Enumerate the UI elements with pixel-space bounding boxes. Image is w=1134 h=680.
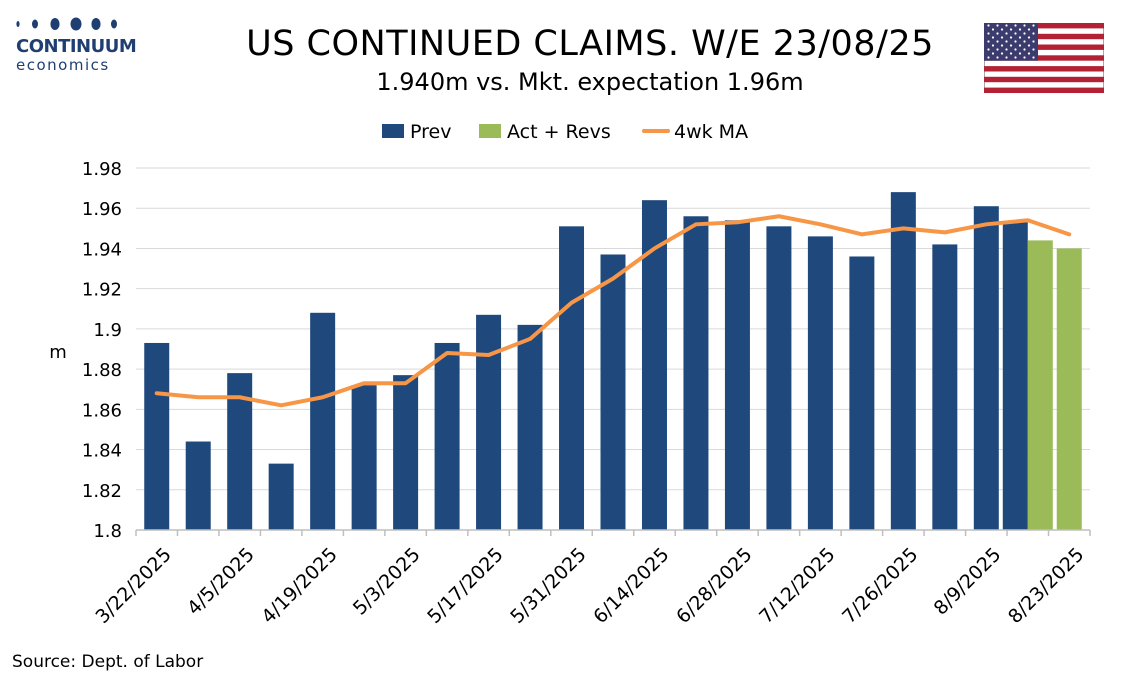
bar-prev — [393, 375, 419, 530]
page-title: US CONTINUED CLAIMS. W/E 23/08/25 — [246, 24, 934, 64]
bar-prev — [434, 342, 460, 530]
y-tick-label: 1.96 — [82, 199, 122, 220]
bar-prev — [476, 314, 502, 530]
bar-prev — [683, 216, 709, 530]
y-tick-label: 1.9 — [93, 320, 122, 341]
bar-prev — [559, 226, 585, 531]
y-axis-ticks: 1.8 1.82 1.84 1.86 1.88 1.9 1.92 1.94 1.96 1.98 — [82, 159, 122, 542]
legend-swatch — [479, 124, 501, 138]
page-subtitle: 1.940m vs. Mkt. expectation 1.96m — [376, 68, 804, 96]
y-tick-label: 1.86 — [82, 400, 122, 421]
x-tick-label: 6/28/2025 — [672, 544, 756, 628]
bar-prev — [351, 385, 377, 530]
y-tick-label: 1.92 — [82, 280, 122, 301]
y-tick-label: 1.88 — [82, 360, 122, 381]
x-tick-label: 5/3/2025 — [349, 544, 425, 620]
legend-label: Prev — [410, 121, 451, 143]
legend-swatch — [382, 124, 404, 138]
bar-prev — [724, 220, 750, 531]
y-tick-label: 1.8 — [93, 521, 122, 542]
y-tick-label: 1.94 — [82, 239, 122, 260]
x-tick-label: 7/26/2025 — [838, 544, 922, 628]
x-tick-label: 8/9/2025 — [930, 544, 1006, 620]
bars — [144, 192, 1082, 531]
y-tick-label: 1.84 — [82, 441, 122, 462]
bar-prev — [517, 324, 543, 530]
x-axis — [135, 529, 1091, 536]
bar-prev — [932, 244, 958, 530]
legend: Prev Act + Revs 4wk MA — [382, 121, 748, 143]
logo-name: CONTINUUM — [16, 36, 137, 57]
us-flag-icon — [984, 23, 1104, 93]
source-note: Source: Dept. of Labor — [12, 652, 204, 672]
logo-dots-icon — [16, 17, 117, 31]
y-tick-label: 1.98 — [82, 159, 122, 180]
bar-act-revs — [1027, 240, 1053, 530]
bar-prev — [268, 463, 294, 530]
company-logo: CONTINUUM economics — [10, 14, 137, 74]
bar-prev — [766, 226, 792, 531]
bar-prev — [973, 206, 999, 530]
bar-prev — [310, 312, 336, 530]
y-tick-label: 1.82 — [82, 481, 122, 502]
bar-prev — [1002, 222, 1028, 531]
bar-prev — [600, 254, 626, 530]
x-tick-label: 8/23/2025 — [1004, 544, 1088, 628]
bar-prev — [185, 441, 211, 530]
x-tick-label: 7/12/2025 — [755, 544, 839, 628]
x-tick-label: 5/17/2025 — [423, 544, 507, 628]
x-tick-label: 6/14/2025 — [589, 544, 673, 628]
legend-label: Act + Revs — [507, 121, 611, 143]
line-4wk-ma — [154, 214, 1072, 408]
bar-act-revs — [1056, 248, 1082, 530]
x-tick-label: 5/31/2025 — [506, 544, 590, 628]
x-tick-label: 4/19/2025 — [257, 544, 341, 628]
bar-prev — [807, 236, 833, 530]
x-tick-label: 3/22/2025 — [91, 544, 175, 628]
moving-average-line — [154, 214, 1072, 408]
x-tick-label: 4/5/2025 — [183, 544, 259, 620]
legend-label: 4wk MA — [674, 121, 748, 143]
y-axis-label: m — [49, 342, 67, 363]
bar-prev — [849, 256, 875, 530]
bar-prev — [890, 192, 916, 530]
logo-subtitle: economics — [16, 56, 110, 74]
bar-prev — [144, 342, 170, 530]
